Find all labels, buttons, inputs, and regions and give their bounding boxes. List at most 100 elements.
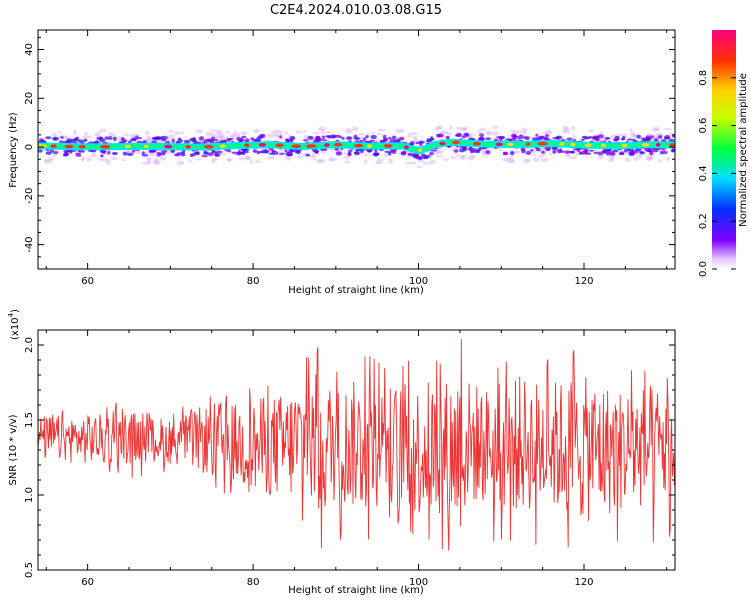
spectrogram-peak-cell xyxy=(258,143,266,147)
spectrogram-band-cell xyxy=(305,153,310,157)
spectrogram-band-cell xyxy=(468,137,476,141)
spectrogram-halo-cell xyxy=(387,158,393,162)
spectrogram-halo-cell xyxy=(490,148,494,151)
snr-y-tick-label: 0.5 xyxy=(24,562,35,578)
spectrogram-band-cell xyxy=(83,138,88,142)
snr-panel: 60 80 100 120 0.5 1.0 1.5 2.0 Height of straigh… xyxy=(7,309,676,596)
spectrogram-halo-cell xyxy=(295,130,302,134)
spectrogram-band-cell xyxy=(544,134,550,137)
spectrogram-band-cell xyxy=(52,151,59,155)
spectrogram-band-cell xyxy=(211,149,216,153)
spectrogram-halo-cell xyxy=(338,148,346,151)
spectrogram-halo-cell xyxy=(87,135,92,139)
spectrogram-band-cell xyxy=(539,136,545,139)
spectrogram-halo-cell xyxy=(279,130,283,136)
spectrogram-halo-cell xyxy=(442,158,449,162)
spectrogram-band-cell xyxy=(564,150,570,154)
spectrogram-band-cell xyxy=(609,152,616,156)
spectrogram-band-cell xyxy=(39,138,44,142)
spectrogram-halo-cell xyxy=(532,153,536,156)
spectrogram-band-cell xyxy=(663,136,671,140)
spectrogram-band-cell xyxy=(621,136,626,140)
spectrogram-halo-cell xyxy=(152,160,161,165)
spectrogram-x-tick-label: 120 xyxy=(574,276,593,287)
spectrogram-band-cell xyxy=(367,149,371,152)
spectrogram-band-cell xyxy=(53,137,57,141)
spectrogram-band-cell xyxy=(99,136,103,140)
spectrogram-peak-cell xyxy=(452,140,460,145)
spectrogram-peak-cell xyxy=(506,142,514,147)
spectrogram-panel: 60 80 100 120 40 20 0 -20 -40 Height of straight… xyxy=(8,29,676,296)
spectrogram-halo-cell xyxy=(343,151,347,155)
figure-title: C2E4.2024.010.03.08.G15 xyxy=(270,3,442,18)
spectrogram-band-cell xyxy=(644,147,651,152)
spectrogram-band-cell xyxy=(227,149,232,153)
spectrogram-halo-cell xyxy=(377,128,386,132)
spectrogram-halo-cell xyxy=(324,131,332,134)
spectrogram-y-tick-label: 40 xyxy=(24,43,35,56)
spectrogram-band-cell xyxy=(151,137,158,140)
spectrogram-halo-cell xyxy=(479,127,487,131)
spectrogram-halo-cell xyxy=(400,129,404,133)
spectrogram-halo-cell xyxy=(219,153,223,156)
spectrogram-halo-cell xyxy=(449,125,453,130)
spectrogram-peak-cell xyxy=(219,144,226,148)
spectrogram-halo-cell xyxy=(110,156,119,161)
spectrogram-halo-cell xyxy=(266,133,275,138)
spectrogram-halo-cell xyxy=(597,154,604,160)
spectrogram-halo-cell xyxy=(82,135,88,139)
spectrogram-band-cell xyxy=(203,150,207,155)
spectrogram-halo-cell xyxy=(628,128,633,132)
spectrogram-peak-cell xyxy=(275,143,284,147)
spectrogram-halo-cell xyxy=(308,155,317,158)
spectrogram-halo-cell xyxy=(174,131,178,136)
spectrogram-halo-cell xyxy=(462,127,467,132)
spectrogram-y-tick-label: 0 xyxy=(24,144,35,150)
spectrogram-band-cell xyxy=(60,136,64,139)
spectrogram-halo-cell xyxy=(449,156,457,160)
snr-x-tick-label: 80 xyxy=(247,577,260,588)
snr-x-tick-label: 100 xyxy=(409,577,428,588)
spectrogram-band-cell xyxy=(388,136,392,140)
spectrogram-band-cell xyxy=(252,149,258,153)
spectrogram-band-cell xyxy=(38,149,43,153)
spectrogram-peak-cell xyxy=(291,144,301,148)
spectrogram-band-cell xyxy=(454,149,459,153)
spectrogram-halo-cell xyxy=(286,157,292,161)
spectrogram-band-cell xyxy=(242,151,246,156)
spectrogram-halo-cell xyxy=(460,155,466,158)
spectrogram-band-cell xyxy=(430,136,434,141)
spectrogram-band-cell xyxy=(175,141,180,144)
spectrogram-band-cell xyxy=(201,141,207,144)
spectrogram-band-cell xyxy=(335,151,342,156)
spectrogram-halo-cell xyxy=(344,160,351,164)
spectrogram-halo-cell xyxy=(370,131,375,134)
spectrogram-halo-cell xyxy=(216,136,224,141)
spectrogram-halo-cell xyxy=(517,130,523,134)
snr-series-line xyxy=(38,339,675,551)
spectrogram-band-cell xyxy=(127,140,132,143)
spectrogram-halo-cell xyxy=(301,130,307,133)
spectrogram-axes: 60 80 100 120 40 20 0 -20 -40 xyxy=(24,30,675,287)
spectrogram-band-cell xyxy=(383,137,387,142)
snr-scale-exponent: 4 xyxy=(7,312,15,317)
spectrogram-band-cell xyxy=(231,151,238,154)
spectrogram-band-cell xyxy=(399,136,405,141)
spectrogram-halo-cell xyxy=(224,131,231,134)
spectrogram-halo-cell xyxy=(195,129,204,134)
spectrogram-peak-cell xyxy=(620,143,628,148)
spectrogram-band-cell xyxy=(461,135,467,139)
spectrogram-halo-cell xyxy=(236,133,241,138)
spectrogram-band-cell xyxy=(559,150,566,153)
spectrogram-peak-cell xyxy=(439,141,446,146)
spectrogram-band-cell xyxy=(190,153,196,157)
spectrogram-band-cell xyxy=(370,134,377,140)
spectrogram-halo-cell xyxy=(538,154,544,158)
spectrogram-band-cell xyxy=(593,151,598,154)
spectrogram-halo-cell xyxy=(188,159,192,163)
spectrogram-band-cell xyxy=(479,133,485,138)
spectrogram-band-cell xyxy=(362,137,366,142)
spectrogram-halo-cell xyxy=(249,160,254,164)
spectrogram-band-cell xyxy=(271,149,276,153)
spectrogram-halo-cell xyxy=(84,131,89,136)
